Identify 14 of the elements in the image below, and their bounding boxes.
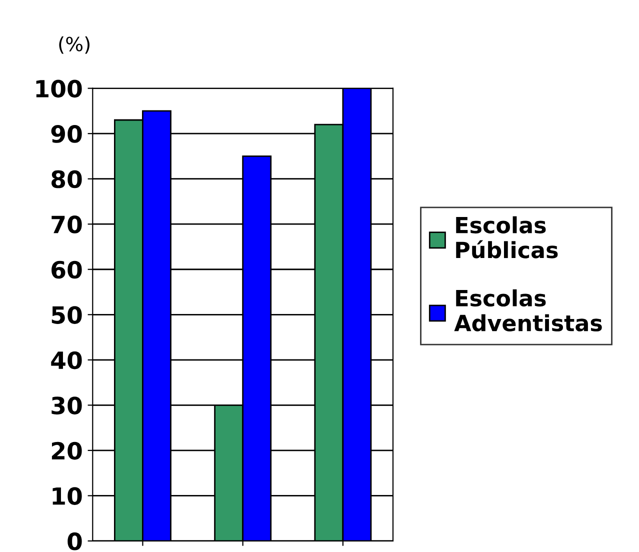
legend-label: Escolas Adventistas — [454, 289, 602, 332]
y-tick-label: 0 — [68, 532, 82, 550]
y-tick-label: 30 — [52, 396, 82, 414]
y-tick-label: 90 — [51, 125, 82, 143]
y-tick-label: 60 — [52, 260, 82, 279]
y-tick-label: 50 — [52, 306, 82, 324]
y-tick-label: 70 — [52, 216, 82, 234]
legend-label: Escolas Públicas — [456, 216, 558, 258]
y-tick-label: 20 — [52, 442, 82, 460]
y-tick-label: 40 — [51, 351, 82, 370]
y-axis-title: (%) — [59, 36, 90, 54]
y-tick-label: 10 — [52, 487, 82, 505]
y-tick-label: 100 — [36, 80, 82, 98]
y-tick-label: 80 — [52, 170, 82, 188]
